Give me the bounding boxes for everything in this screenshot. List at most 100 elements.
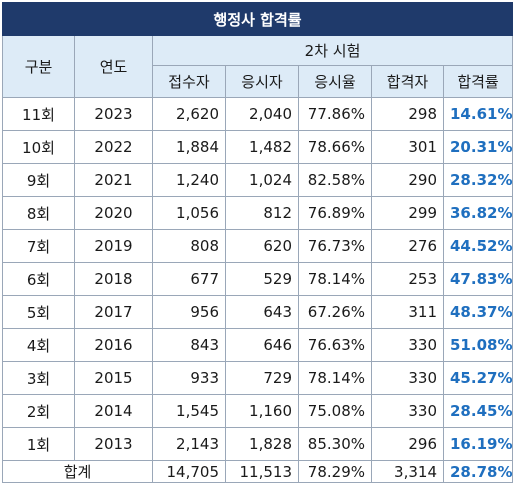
cell-year: 2013 bbox=[74, 427, 153, 461]
table-row: 5회 2017 956 643 67.26% 311 48.37% bbox=[2, 295, 514, 329]
cell-pass-rate: 51.08% bbox=[442, 328, 514, 362]
cell-passers: 253 bbox=[371, 262, 444, 296]
cell-takers: 643 bbox=[225, 295, 299, 329]
cell-pass-rate: 28.32% bbox=[442, 163, 514, 197]
cell-applicants: 677 bbox=[152, 262, 226, 296]
cell-passers: 311 bbox=[371, 295, 444, 329]
cell-year: 2020 bbox=[74, 196, 153, 230]
cell-takers: 646 bbox=[225, 328, 299, 362]
cell-take-rate: 76.63% bbox=[298, 328, 372, 362]
cell-take-rate: 78.14% bbox=[298, 262, 372, 296]
header-passers: 합격자 bbox=[371, 65, 444, 98]
cell-take-rate: 85.30% bbox=[298, 427, 372, 461]
total-row: 합계 14,705 11,513 78.29% 3,314 28.78% bbox=[2, 460, 514, 483]
cell-takers: 729 bbox=[225, 361, 299, 395]
cell-round: 4회 bbox=[2, 328, 75, 362]
cell-take-rate: 78.66% bbox=[298, 130, 372, 164]
cell-pass-rate: 44.52% bbox=[442, 229, 514, 263]
cell-applicants: 1,545 bbox=[152, 394, 226, 428]
table-title: 행정사 합격률 bbox=[1, 2, 514, 36]
header-takers: 응시자 bbox=[225, 65, 299, 98]
header-year: 연도 bbox=[74, 35, 153, 98]
header-pass-rate: 합격률 bbox=[442, 65, 514, 98]
header-applicants: 접수자 bbox=[152, 65, 226, 98]
cell-applicants: 1,884 bbox=[152, 130, 226, 164]
cell-round: 9회 bbox=[2, 163, 75, 197]
table-row: 8회 2020 1,056 812 76.89% 299 36.82% bbox=[2, 196, 514, 230]
cell-take-rate: 67.26% bbox=[298, 295, 372, 329]
cell-round: 3회 bbox=[2, 361, 75, 395]
cell-takers: 529 bbox=[225, 262, 299, 296]
cell-take-rate: 76.73% bbox=[298, 229, 372, 263]
cell-applicants: 1,240 bbox=[152, 163, 226, 197]
cell-applicants: 933 bbox=[152, 361, 226, 395]
table-row: 6회 2018 677 529 78.14% 253 47.83% bbox=[2, 262, 514, 296]
table-row: 3회 2015 933 729 78.14% 330 45.27% bbox=[2, 361, 514, 395]
cell-applicants: 808 bbox=[152, 229, 226, 263]
cell-year: 2016 bbox=[74, 328, 153, 362]
cell-takers: 1,160 bbox=[225, 394, 299, 428]
cell-year: 2019 bbox=[74, 229, 153, 263]
cell-passers: 330 bbox=[371, 361, 444, 395]
cell-take-rate: 75.08% bbox=[298, 394, 372, 428]
cell-pass-rate: 45.27% bbox=[442, 361, 514, 395]
pass-rate-table-container: 행정사 합격률 구분 연도 2차 시험 접수자 응시자 응시율 합격자 합격률 … bbox=[1, 2, 514, 483]
cell-takers: 812 bbox=[225, 196, 299, 230]
total-passers: 3,314 bbox=[371, 460, 444, 483]
cell-applicants: 1,056 bbox=[152, 196, 226, 230]
total-applicants: 14,705 bbox=[152, 460, 226, 483]
cell-takers: 620 bbox=[225, 229, 299, 263]
cell-take-rate: 78.14% bbox=[298, 361, 372, 395]
cell-passers: 276 bbox=[371, 229, 444, 263]
cell-applicants: 843 bbox=[152, 328, 226, 362]
cell-take-rate: 77.86% bbox=[298, 97, 372, 131]
cell-round: 11회 bbox=[2, 97, 75, 131]
cell-passers: 290 bbox=[371, 163, 444, 197]
table-row: 11회 2023 2,620 2,040 77.86% 298 14.61% bbox=[2, 97, 514, 131]
table-row: 7회 2019 808 620 76.73% 276 44.52% bbox=[2, 229, 514, 263]
cell-round: 8회 bbox=[2, 196, 75, 230]
cell-pass-rate: 16.19% bbox=[442, 427, 514, 461]
table-body: 11회 2023 2,620 2,040 77.86% 298 14.61% 10회 2022 1… bbox=[2, 97, 514, 461]
table-row: 2회 2014 1,545 1,160 75.08% 330 28.45% bbox=[2, 394, 514, 428]
cell-pass-rate: 14.61% bbox=[442, 97, 514, 131]
cell-takers: 1,828 bbox=[225, 427, 299, 461]
cell-pass-rate: 47.83% bbox=[442, 262, 514, 296]
cell-year: 2018 bbox=[74, 262, 153, 296]
cell-takers: 1,482 bbox=[225, 130, 299, 164]
cell-year: 2014 bbox=[74, 394, 153, 428]
cell-takers: 2,040 bbox=[225, 97, 299, 131]
cell-passers: 298 bbox=[371, 97, 444, 131]
table-row: 4회 2016 843 646 76.63% 330 51.08% bbox=[2, 328, 514, 362]
header-take-rate: 응시율 bbox=[298, 65, 372, 98]
cell-passers: 301 bbox=[371, 130, 444, 164]
cell-passers: 330 bbox=[371, 394, 444, 428]
cell-take-rate: 76.89% bbox=[298, 196, 372, 230]
pass-rate-table: 행정사 합격률 구분 연도 2차 시험 접수자 응시자 응시율 합격자 합격률 … bbox=[1, 2, 514, 483]
cell-applicants: 2,620 bbox=[152, 97, 226, 131]
cell-round: 1회 bbox=[2, 427, 75, 461]
cell-year: 2021 bbox=[74, 163, 153, 197]
cell-year: 2023 bbox=[74, 97, 153, 131]
cell-round: 6회 bbox=[2, 262, 75, 296]
cell-pass-rate: 20.31% bbox=[442, 130, 514, 164]
cell-year: 2017 bbox=[74, 295, 153, 329]
total-pass-rate: 28.78% bbox=[442, 460, 514, 483]
cell-take-rate: 82.58% bbox=[298, 163, 372, 197]
cell-round: 7회 bbox=[2, 229, 75, 263]
cell-year: 2015 bbox=[74, 361, 153, 395]
table-row: 10회 2022 1,884 1,482 78.66% 301 20.31% bbox=[2, 130, 514, 164]
cell-round: 5회 bbox=[2, 295, 75, 329]
cell-applicants: 2,143 bbox=[152, 427, 226, 461]
table-row: 9회 2021 1,240 1,024 82.58% 290 28.32% bbox=[2, 163, 514, 197]
cell-pass-rate: 48.37% bbox=[442, 295, 514, 329]
cell-applicants: 956 bbox=[152, 295, 226, 329]
cell-passers: 296 bbox=[371, 427, 444, 461]
cell-passers: 299 bbox=[371, 196, 444, 230]
cell-round: 2회 bbox=[2, 394, 75, 428]
cell-pass-rate: 28.45% bbox=[442, 394, 514, 428]
cell-year: 2022 bbox=[74, 130, 153, 164]
cell-pass-rate: 36.82% bbox=[442, 196, 514, 230]
total-label: 합계 bbox=[2, 460, 153, 483]
header-second-exam: 2차 시험 bbox=[151, 35, 514, 66]
